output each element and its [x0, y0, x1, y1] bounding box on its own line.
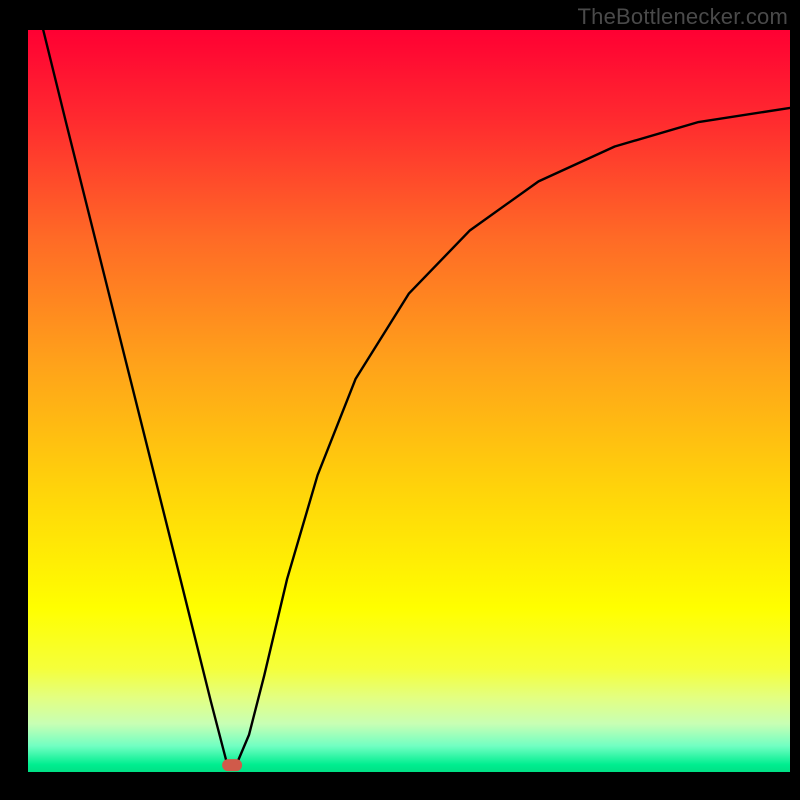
watermark-text: TheBottlenecker.com	[578, 4, 788, 30]
chart-svg	[28, 30, 790, 772]
plot-area	[28, 30, 790, 772]
optimum-marker	[222, 759, 242, 771]
plot-background	[28, 30, 790, 772]
figure-root: TheBottlenecker.com	[0, 0, 800, 800]
